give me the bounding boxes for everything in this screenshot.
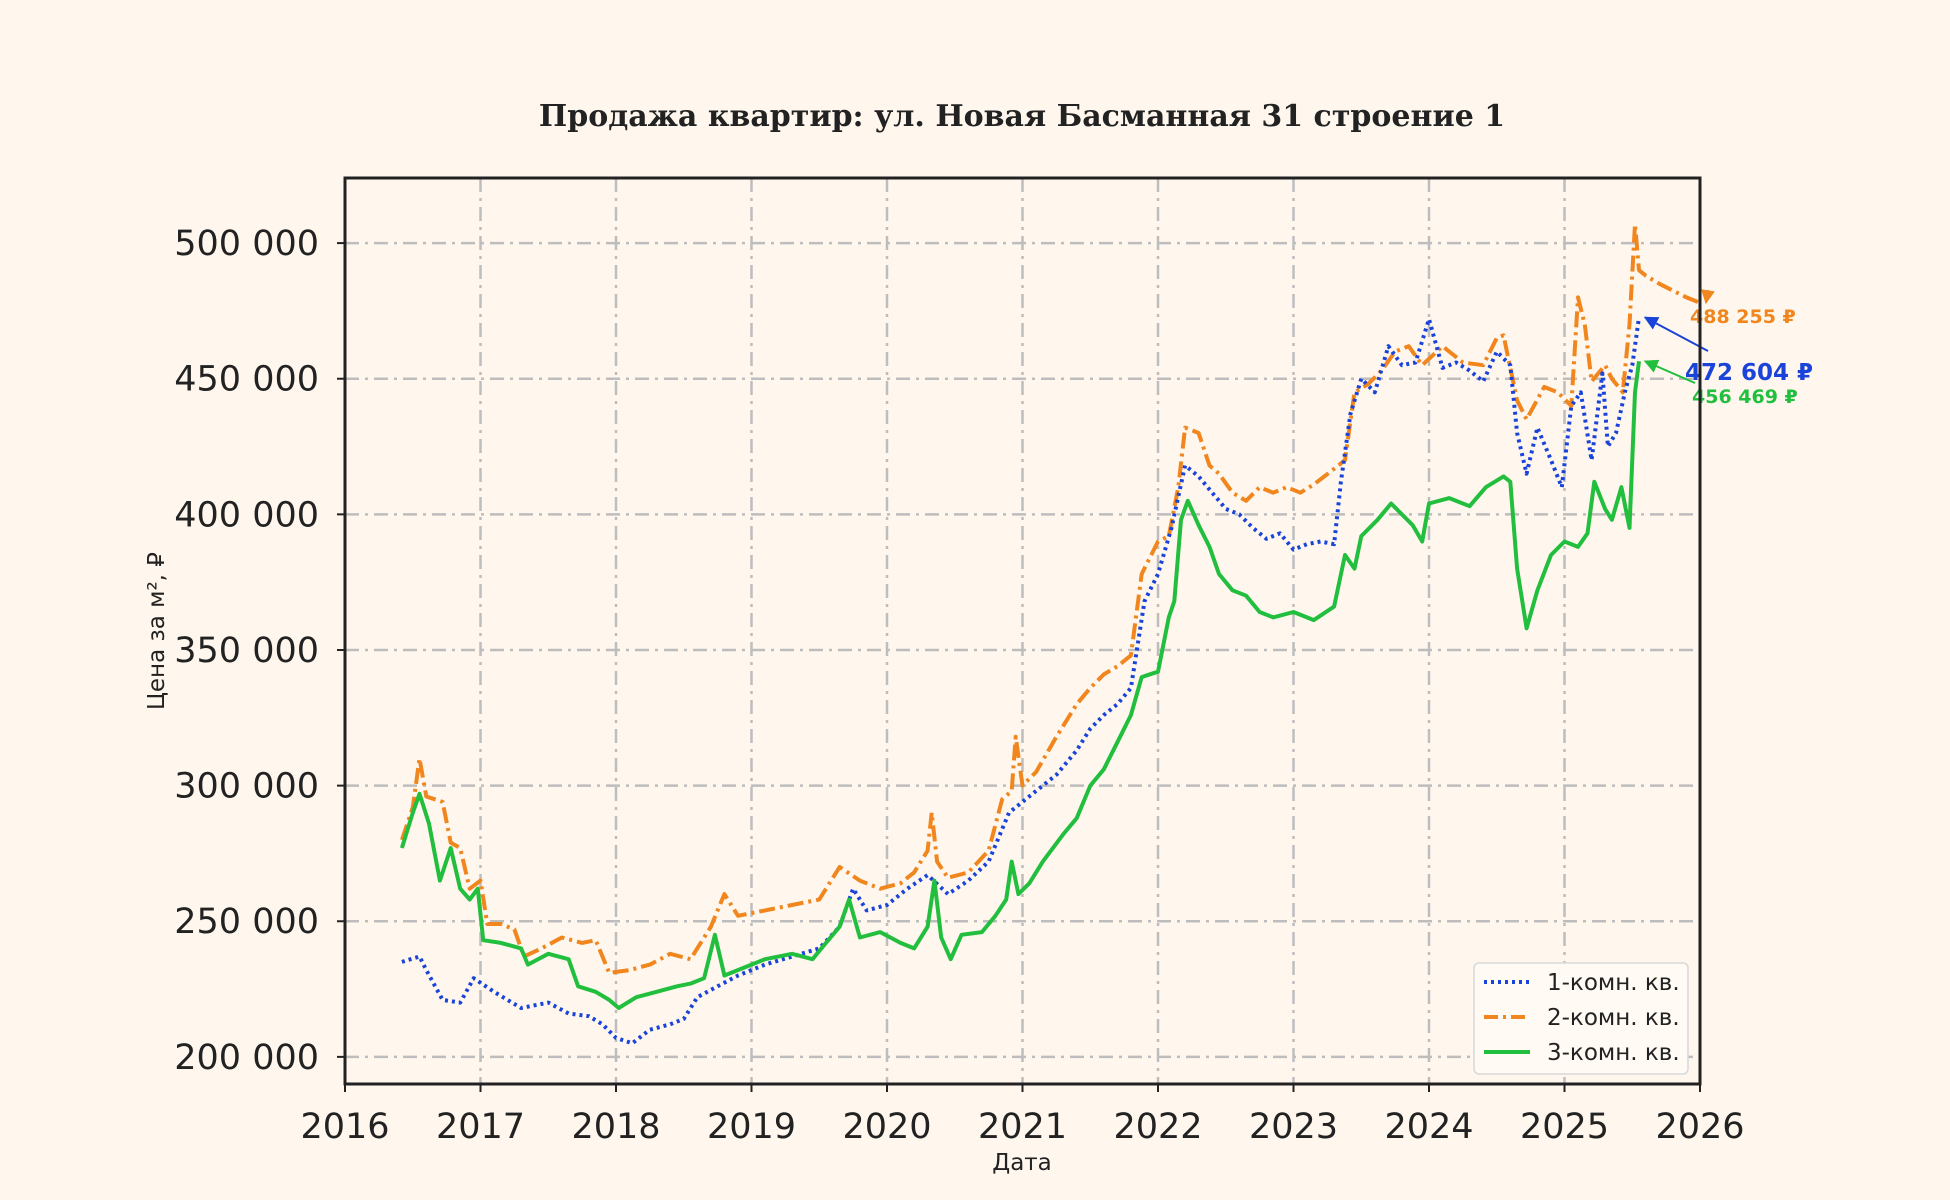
annotation-arrow	[1643, 359, 1696, 384]
grid-lines	[345, 178, 1700, 1084]
x-tick-label: 2022	[1113, 1107, 1202, 1147]
legend: 1-комн. кв. 2-комн. кв. 3-комн. кв.	[1473, 962, 1689, 1075]
y-tick-label: 400 000	[174, 495, 319, 535]
series-line-3k	[399, 360, 1641, 1010]
x-tick-label: 2018	[571, 1107, 660, 1147]
y-tick-label: 250 000	[174, 902, 319, 942]
series-line-2k	[400, 222, 1701, 975]
chart-title: Продажа квартир: ул. Новая Басманная 31 …	[539, 99, 1505, 134]
legend-box	[1473, 962, 1689, 1075]
y-tick-label: 350 000	[174, 631, 319, 671]
legend-label-2k: 2-комн. кв.	[1547, 1005, 1680, 1031]
x-tick-label: 2024	[1384, 1107, 1473, 1147]
last-value-label: 472 604 ₽	[1685, 360, 1813, 386]
plot-frame	[343, 176, 1702, 1086]
series-line-1k	[401, 317, 1641, 1046]
x-tick-label: 2026	[1655, 1107, 1744, 1147]
last-value-label: 488 255 ₽	[1690, 306, 1796, 328]
series-lines	[399, 222, 1701, 1046]
value-annotations: 472 604 ₽ 488 255 ₽ 456 469 ₽	[1643, 289, 1813, 408]
y-tick-label: 500 000	[174, 224, 319, 264]
legend-label-1k: 1-комн. кв.	[1547, 970, 1680, 996]
y-tick-label: 200 000	[174, 1038, 319, 1078]
legend-label-3k: 3-комн. кв.	[1547, 1040, 1680, 1066]
x-axis-label: Дата	[992, 1150, 1052, 1176]
annotation-arrow	[1643, 316, 1709, 352]
x-tick-label: 2023	[1249, 1107, 1338, 1147]
y-tick-label: 450 000	[174, 360, 319, 400]
x-axis-ticks: 2016 2017 2018 2019 2020 2021 2022 2023 2024 2025…	[300, 1084, 1745, 1147]
x-tick-label: 2016	[300, 1107, 389, 1147]
x-tick-label: 2017	[436, 1107, 525, 1147]
y-axis-ticks: 200 000 250 000 300 000 350 000 400 000 450 0…	[174, 224, 345, 1078]
y-axis-label: Цена за м², ₽	[144, 552, 170, 710]
x-tick-label: 2025	[1520, 1107, 1609, 1147]
last-value-label: 456 469 ₽	[1692, 386, 1798, 408]
y-tick-label: 300 000	[174, 767, 319, 807]
x-tick-label: 2019	[707, 1107, 796, 1147]
annotation-arrow	[1701, 289, 1715, 305]
x-tick-label: 2021	[978, 1107, 1067, 1147]
x-tick-label: 2020	[842, 1107, 931, 1147]
